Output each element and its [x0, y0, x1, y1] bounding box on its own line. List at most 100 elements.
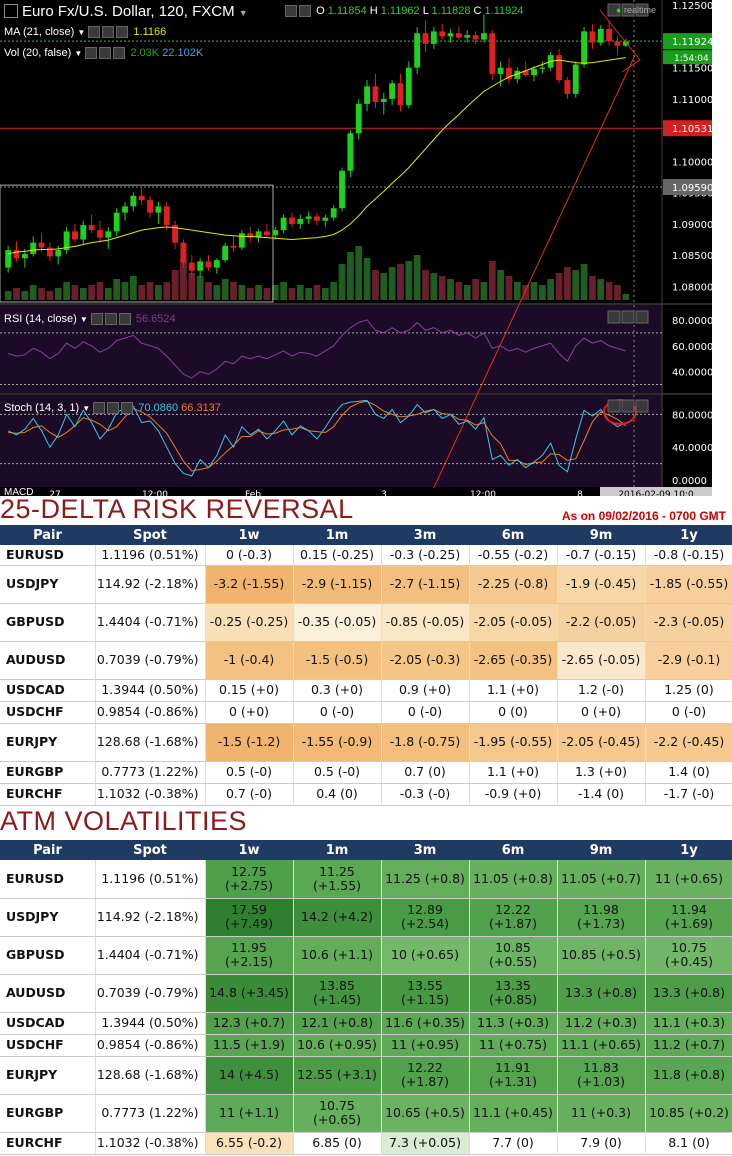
table-row: EURJPY 128.68 (-1.68%) -1.5 (-1.2) -1.55 (-…: [0, 723, 732, 762]
stoch-label: Stoch (14, 3, 1): [4, 402, 80, 414]
value-cell: -0.7 (-0.15): [557, 545, 646, 566]
x-tick-label: 12:00: [470, 490, 496, 496]
ohlc-readout: O 1.11854 H 1.11962 L 1.11828 C 1.11924: [285, 5, 524, 18]
value-cell: 1.4 (0): [645, 761, 732, 784]
open-value: 1.11854: [327, 5, 367, 17]
settings-icon[interactable]: [104, 313, 117, 326]
value-cell: 0.7 (-0): [205, 783, 294, 806]
value-cell: 13.85 (+1.45): [293, 974, 382, 1013]
settings-icon[interactable]: [102, 26, 115, 39]
candle-body: [222, 245, 229, 261]
value-cell: 11.6 (+0.35): [381, 1012, 470, 1035]
gear-icon[interactable]: [299, 5, 311, 18]
x-axis-bar: [0, 488, 712, 496]
volume-bar: [447, 279, 454, 300]
spot-cell: 1.4404 (-0.71%): [95, 603, 206, 642]
value-cell: -2.2 (-0.05): [557, 603, 646, 642]
col-header: Pair: [0, 840, 95, 860]
table-row: EURGBP 0.7773 (1.22%) 0.5 (-0) 0.5 (-0) 0.7 …: [0, 761, 732, 784]
stoch-k-line: [7, 399, 627, 477]
value-cell: 0.4 (0): [293, 783, 382, 806]
candle-body: [113, 212, 120, 232]
volume-bar: [497, 270, 504, 300]
cursor-time-box: [600, 487, 712, 496]
value-cell: 11 (+0.3): [557, 1094, 646, 1133]
volume-bar: [280, 282, 287, 300]
volume-bar: [589, 276, 596, 300]
candle-body: [155, 206, 162, 213]
spot-cell: 1.3944 (0.50%): [95, 679, 206, 702]
candle-body: [422, 33, 429, 44]
value-cell: 0 (-0.3): [205, 545, 294, 566]
price-chart[interactable]: 1.125001.120001.115001.110001.105001.100…: [0, 0, 732, 496]
eye-icon[interactable]: [90, 313, 103, 326]
candle-body: [514, 70, 521, 79]
value-cell: 12.22 (+1.87): [469, 898, 558, 937]
table-row: USDJPY 114.92 (-2.18%) 17.59 (+7.49) 14.2 (…: [0, 898, 732, 937]
pair-cell: USDCAD: [0, 679, 96, 702]
value-cell: 6.85 (0): [293, 1132, 382, 1155]
volume-bar: [38, 288, 45, 300]
value-cell: 11.1 (+0.3): [645, 1012, 732, 1035]
volume-bar: [188, 273, 196, 300]
volume-bar: [430, 273, 438, 300]
menu-icon[interactable]: [4, 4, 18, 18]
candle-body: [247, 233, 254, 238]
candle-body: [439, 31, 446, 37]
pair-cell: GBPUSD: [0, 603, 96, 642]
ma-legend[interactable]: MA (21, close) ▼ 1.1166: [4, 26, 167, 39]
close-icon[interactable]: [121, 402, 134, 415]
volume-bar: [539, 285, 546, 300]
candle-body: [255, 231, 262, 238]
vol-legend[interactable]: Vol (20, false) ▼ 2.03K 22.102K: [4, 47, 204, 60]
eye-icon[interactable]: [85, 47, 98, 60]
pair-cell: EURUSD: [0, 545, 96, 566]
candle-body: [539, 67, 546, 69]
ma-label: MA (21, close): [4, 26, 75, 38]
settings-icon[interactable]: [99, 47, 112, 60]
atm-title: ATM VOLATILITIES: [0, 806, 248, 836]
value-cell: 14.8 (+3.45): [205, 974, 294, 1013]
symbol-title[interactable]: Euro Fx/U.S. Dollar, 120, FXCM: [22, 3, 235, 20]
settings-icon[interactable]: [107, 402, 120, 415]
rr-title: 25-DELTA RISK REVERSAL: [0, 494, 354, 524]
value-cell: 11.8 (+0.8): [645, 1056, 732, 1095]
candle-body: [364, 86, 371, 104]
pair-cell: USDCHF: [0, 701, 96, 724]
value-cell: -0.85 (-0.05): [381, 603, 470, 642]
pane-button: [607, 399, 621, 413]
col-header: 9m: [557, 525, 645, 545]
candle-body: [397, 83, 404, 106]
vol-value-1: 2.03K: [130, 47, 160, 59]
toolbar-icon[interactable]: [285, 5, 297, 18]
volume-bar: [338, 264, 346, 300]
stoch-legend[interactable]: Stoch (14, 3, 1) ▼ 70.0860 66.3137: [4, 402, 221, 415]
spot-cell: 0.7039 (-0.79%): [95, 974, 206, 1013]
level-red-label: 1.10531: [672, 124, 713, 135]
rsi-legend[interactable]: RSI (14, close) ▼ 56.6524: [4, 313, 176, 326]
volume-bar: [96, 282, 104, 300]
close-icon[interactable]: [116, 26, 129, 39]
candle-body: [430, 31, 437, 44]
chart-canvas: 1.125001.120001.115001.110001.105001.100…: [0, 0, 732, 496]
value-cell: 0 (-0): [381, 701, 470, 724]
table-row: GBPUSD 1.4404 (-0.71%) 11.95 (+2.15) 10.6 (…: [0, 936, 732, 975]
close-icon[interactable]: [118, 313, 131, 326]
value-cell: 8.1 (0): [645, 1132, 732, 1155]
value-cell: -2.05 (-0.05): [469, 603, 558, 642]
close-icon[interactable]: [113, 47, 126, 60]
eye-icon[interactable]: [93, 402, 106, 415]
spot-cell: 0.7039 (-0.79%): [95, 641, 206, 680]
volume-bar: [54, 288, 62, 300]
spot-cell: 1.1196 (0.51%): [95, 860, 206, 899]
value-cell: -2.7 (-1.15): [381, 565, 470, 604]
volume-bar: [372, 270, 379, 300]
volume-bar: [480, 282, 488, 300]
vol-label: Vol (20, false): [4, 47, 72, 59]
chevron-down-icon[interactable]: ▼: [238, 8, 248, 18]
candle-body: [88, 225, 95, 231]
volume-bar: [29, 285, 37, 300]
eye-icon[interactable]: [88, 26, 101, 39]
rsi-tick-label: 60.0000: [672, 342, 713, 353]
candle-body: [130, 195, 137, 207]
